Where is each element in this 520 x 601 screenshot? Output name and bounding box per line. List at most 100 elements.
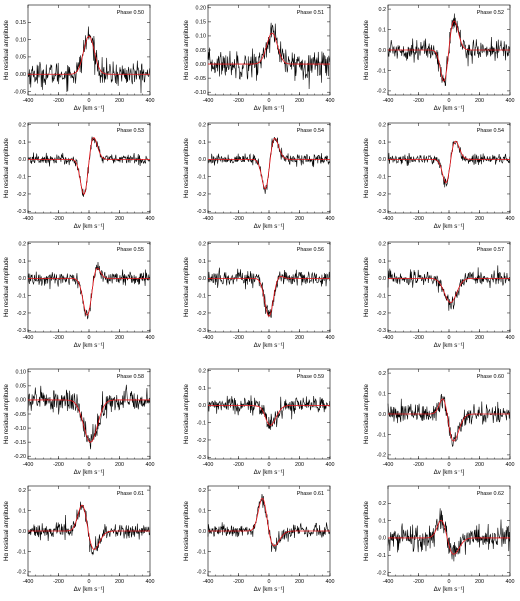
x-tick-label: -200 [53,579,64,585]
y-tick-label: 0.0 [199,276,207,282]
x-tick-label: 0 [268,335,271,341]
y-tick-label: -0.1 [17,293,26,299]
x-tick-label: 400 [506,216,515,222]
x-tick-label: 200 [475,579,484,585]
x-tick-label: 0 [268,98,271,104]
phase-label: Phase 0.57 [477,247,504,253]
x-tick-label: -400 [383,579,394,585]
x-tick-label: 0 [88,462,91,468]
y-tick-label: 0.1 [199,140,207,146]
x-tick-label: 200 [475,462,484,468]
x-tick-label: 0 [268,462,271,468]
x-tick-label: -200 [233,98,244,104]
x-axis-label: Δv [km s⁻¹] [254,105,285,112]
x-tick-label: -400 [23,98,34,104]
panel-12: -400 -200 0 200 400 -0.2 -0.1 0.0 0.1 0.2 Δv [km s… [363,368,515,476]
x-tick-label: -200 [413,579,424,585]
y-tick-label: 0.0 [199,403,207,409]
model-series [388,398,510,442]
y-tick-label: 0.10 [16,37,27,43]
y-tick-label: 0.1 [199,386,207,392]
y-tick-label: 0.05 [196,48,207,54]
x-tick-label: 0 [268,579,271,585]
y-tick-label: -0.20 [14,454,26,460]
x-tick-label: 400 [326,216,335,222]
y-axis-label: Hα residual amplitude [183,500,190,561]
x-axis-label: Δv [km s⁻¹] [254,342,285,349]
x-tick-label: 200 [115,335,124,341]
y-tick-label: 0.2 [199,242,207,248]
model-series [28,504,150,550]
x-tick-label: 200 [295,335,304,341]
x-axis-label: Δv [km s⁻¹] [74,342,105,349]
observed-series [27,501,150,556]
x-tick-label: -400 [203,98,214,104]
model-series [208,276,330,317]
observed-series [387,508,510,562]
model-series [208,32,330,65]
panel-3: -400 -200 0 200 400 -0.2 -0.1 0.0 0.1 0.2 Δv [km s… [363,4,515,112]
model-series [28,35,150,75]
y-tick-label: 0.05 [16,384,27,390]
observed-series [387,140,510,188]
panel-10: -400 -200 0 200 400 -0.20 -0.15 -0.10 -0.05 0.00 0… [3,368,155,476]
x-axis-label: Δv [km s⁻¹] [74,586,105,593]
model-series [388,520,510,555]
y-tick-label: 0.1 [379,140,387,146]
y-tick-label: 0.00 [16,72,27,78]
x-tick-label: -400 [23,335,34,341]
x-tick-label: -400 [23,462,34,468]
y-tick-label: 0.0 [19,276,27,282]
x-tick-label: 200 [115,98,124,104]
y-tick-label: 0.2 [379,123,387,129]
x-tick-label: 0 [448,579,451,585]
observed-series [207,22,330,89]
x-axis-label: Δv [km s⁻¹] [74,105,105,112]
panel-5: -400 -200 0 200 400 -0.3 -0.2 -0.1 0.0 0.1 0.2 Δv [… [183,123,335,230]
y-tick-label: 0.1 [19,259,27,265]
y-tick-label: 0.05 [16,55,27,61]
x-axis-label: Δv [km s⁻¹] [434,342,465,349]
x-tick-label: 400 [506,462,515,468]
y-tick-label: 0.0 [379,48,387,54]
plot-frame [387,122,511,214]
x-tick-label: 200 [115,216,124,222]
x-tick-label: 400 [506,335,515,341]
y-tick-label: -0.10 [194,90,206,96]
x-tick-label: -400 [23,216,34,222]
observed-series [27,384,150,450]
y-tick-label: -0.2 [377,89,386,95]
x-tick-label: -200 [53,216,64,222]
y-tick-label: 0.10 [196,34,207,40]
y-tick-label: 0.0 [199,529,207,535]
model-series [28,267,150,316]
x-tick-label: 0 [448,335,451,341]
panel-6: -400 -200 0 200 400 -0.3 -0.2 -0.1 0.0 0.1 0.2 Δv [… [363,123,515,230]
x-tick-label: -200 [413,216,424,222]
y-tick-label: -0.05 [14,412,26,418]
y-tick-label: 0.0 [199,157,207,163]
observed-series [207,395,330,430]
x-tick-label: -400 [383,98,394,104]
y-tick-label: -0.10 [14,426,26,432]
y-tick-label: -0.1 [377,293,386,299]
plot-frame [207,368,331,460]
x-tick-label: -400 [203,462,214,468]
y-tick-label: -0.15 [14,440,26,446]
observed-series [207,267,330,318]
x-tick-label: -200 [233,216,244,222]
y-tick-label: -0.2 [377,192,386,198]
observed-series [207,137,330,194]
y-axis-label: Hα residual amplitude [363,500,370,561]
y-axis-label: Hα residual amplitude [363,137,370,198]
x-axis-label: Δv [km s⁻¹] [254,586,285,593]
plot-frame [27,368,151,460]
y-tick-label: 0.2 [379,7,387,13]
y-tick-label: 0.2 [19,242,27,248]
x-tick-label: 0 [88,335,91,341]
y-tick-label: 0.2 [19,123,27,129]
y-tick-label: -0.2 [197,192,206,198]
y-axis-label: Hα residual amplitude [183,137,190,198]
x-axis-label: Δv [km s⁻¹] [254,223,285,230]
y-tick-label: -0.2 [197,570,206,576]
